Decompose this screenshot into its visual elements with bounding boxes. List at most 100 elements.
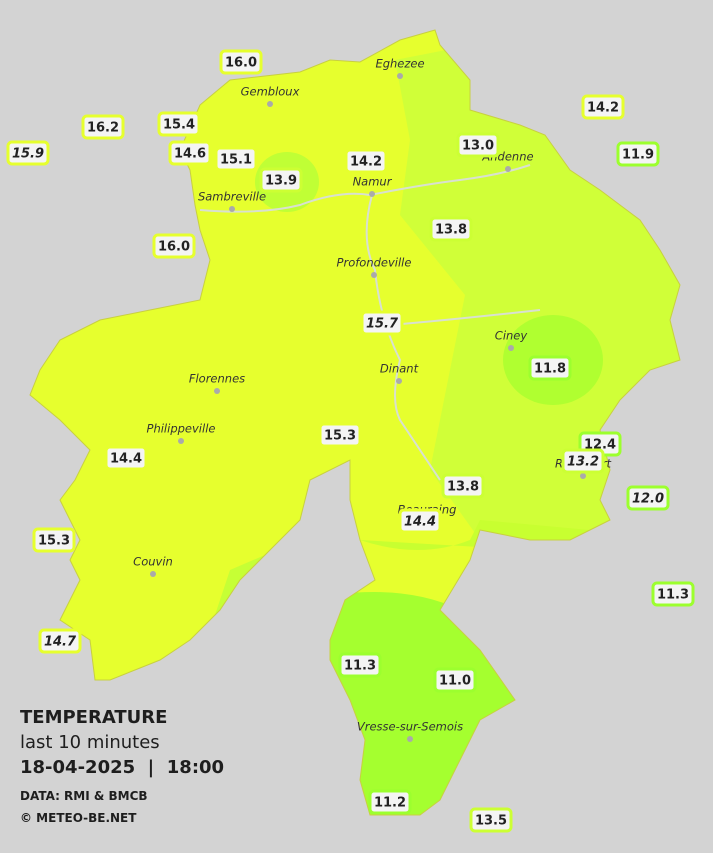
station-temp: 13.8 (447, 480, 479, 495)
station-box (581, 94, 625, 120)
station-temp: 14.2 (350, 155, 382, 170)
station-temp: 16.0 (158, 240, 190, 255)
city-name: Couvin (133, 555, 173, 569)
station-temp: 13.0 (462, 139, 494, 154)
station: 15.9 (6, 140, 50, 166)
station: 12.4 (578, 431, 622, 457)
station-temp: 11.8 (534, 362, 566, 377)
station-temp: 11.3 (657, 588, 689, 603)
station: 16.0 (152, 233, 196, 259)
station-temp: 13.2 (567, 455, 599, 470)
legend: TEMPERATURE last 10 minutes 18-04-2025 |… (20, 707, 224, 825)
station-temp: 15.3 (324, 429, 356, 444)
city-dot (214, 388, 220, 394)
station-box (157, 111, 201, 137)
station-box (259, 167, 303, 193)
city-dot (508, 345, 514, 351)
city-name: Gembloux (241, 85, 300, 99)
legend-title: TEMPERATURE (20, 707, 167, 728)
station-box (528, 355, 572, 381)
station: 15.4 (157, 111, 201, 137)
station: 13.8 (429, 216, 473, 242)
city-dot (580, 473, 586, 479)
station-temp: 15.1 (220, 153, 252, 168)
city-name: Namur (353, 175, 393, 189)
station: 14.7 (38, 628, 82, 654)
stations: 16.0 16.2 15.4 15.9 14.6 15.1 13.9 14.2 13.0 14.2… (6, 49, 695, 833)
station-box (344, 148, 388, 174)
station-box (6, 140, 50, 166)
station-box (32, 527, 76, 553)
station-temp: 14.2 (587, 101, 619, 116)
station-temp: 14.7 (44, 635, 77, 650)
city-name: Sambreville (198, 190, 266, 204)
city-name: Vresse-sur-Semois (357, 720, 463, 734)
station-temp: 15.3 (38, 534, 70, 549)
station-temp: 14.6 (174, 147, 206, 162)
station: 12.0 (626, 485, 670, 511)
station: 15.7 (360, 310, 404, 336)
station: 14.2 (581, 94, 625, 120)
station-box (168, 140, 212, 166)
city-name: Florennes (189, 372, 245, 386)
station: 11.8 (528, 355, 572, 381)
station-box (368, 789, 412, 815)
city-name: Eghezee (375, 57, 424, 71)
station-temp: 11.2 (374, 796, 406, 811)
station: 13.2 (561, 448, 605, 474)
legend-source: DATA: RMI & BMCB (20, 789, 148, 803)
station-box (429, 216, 473, 242)
station-box (338, 652, 382, 678)
station-temp: 14.4 (110, 452, 142, 467)
station-temp: 13.8 (435, 223, 467, 238)
station-temp: 11.3 (344, 659, 376, 674)
city-dot (267, 101, 273, 107)
station: 11.3 (651, 581, 695, 607)
station: 14.4 (104, 445, 148, 471)
city-dot (397, 73, 403, 79)
station-box (441, 473, 485, 499)
station: 11.2 (368, 789, 412, 815)
station: 13.0 (456, 132, 500, 158)
station: 11.9 (616, 141, 660, 167)
city-dot (396, 378, 402, 384)
station-temp: 15.9 (12, 147, 44, 162)
station-box (651, 581, 695, 607)
station-temp: 11.0 (439, 674, 471, 689)
city-dot (178, 438, 184, 444)
city-name: Philippeville (147, 422, 216, 436)
city-name: Ciney (495, 329, 528, 343)
city-dot (150, 571, 156, 577)
legend-datetime: 18-04-2025 | 18:00 (20, 757, 224, 778)
station-box (219, 49, 263, 75)
station: 14.4 (398, 508, 442, 534)
station-temp: 11.9 (622, 148, 654, 163)
station-temp: 16.2 (87, 121, 119, 136)
station-temp: 14.4 (404, 515, 436, 530)
station-box (469, 807, 513, 833)
station: 13.8 (441, 473, 485, 499)
station-box (456, 132, 500, 158)
station: 13.9 (259, 167, 303, 193)
legend-period: last 10 minutes (20, 732, 160, 753)
station: 15.3 (32, 527, 76, 553)
station-box (104, 445, 148, 471)
station-temp: 12.0 (632, 492, 664, 507)
station-temp: 13.9 (265, 174, 297, 189)
city-name: Dinant (380, 362, 419, 376)
station: 16.2 (81, 114, 125, 140)
city-dot (371, 272, 377, 278)
station: 14.2 (344, 148, 388, 174)
station-box (626, 485, 670, 511)
station-box (360, 310, 404, 336)
station: 15.3 (318, 422, 362, 448)
city-name: Profondeville (337, 256, 412, 270)
station-temp: 16.0 (225, 56, 257, 71)
station-box (433, 667, 477, 693)
legend-credit: © METEO-BE.NET (20, 811, 137, 825)
station: 11.0 (433, 667, 477, 693)
station: 13.5 (469, 807, 513, 833)
station-box (81, 114, 125, 140)
station: 15.1 (214, 146, 258, 172)
